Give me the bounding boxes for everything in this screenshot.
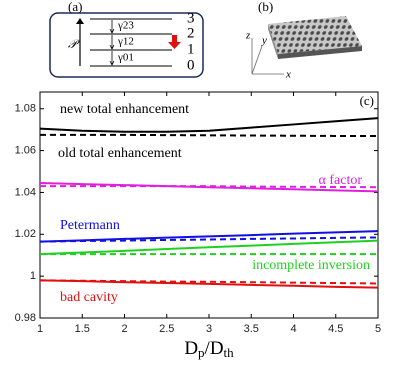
x-tick-label: 2 [121, 323, 127, 335]
y-tick-label: 1 [30, 270, 36, 282]
slab-top [268, 16, 362, 54]
decay-arrows [109, 20, 115, 66]
axis-letter: z [245, 30, 251, 42]
inset-b: (b) z y x [245, 0, 362, 81]
line [39, 182, 379, 193]
line [39, 239, 379, 256]
panel-label: (a) [68, 0, 82, 14]
x-axis-label-part: /D [205, 338, 224, 359]
rate-label: γ23 [117, 20, 134, 32]
inset-a: (a) 𝒫 γ23 γ12 γ01 3 2 1 0 [49, 0, 204, 78]
x-axis-label-part: p [198, 345, 205, 360]
inset-frame [49, 12, 204, 78]
y-tick-label: 1.02 [15, 228, 36, 240]
rate-label: γ12 [117, 36, 134, 48]
line [39, 117, 379, 133]
x-tick-label: 1.5 [75, 323, 90, 335]
dashed-line [40, 133, 378, 137]
y-tick-label: 1.04 [15, 186, 36, 198]
dashed-line [40, 185, 379, 189]
x-tick-label: 5 [375, 323, 381, 335]
x-axis-label-part: D [184, 338, 198, 359]
x-tick-label: 4 [290, 323, 296, 335]
level-label: 0 [187, 57, 195, 73]
series-label: old total enhancement [58, 146, 182, 161]
x-tick-label: 4.5 [328, 323, 343, 335]
plot-area [39, 91, 379, 319]
x-tick-label: 1 [37, 323, 43, 335]
panel-label: (c) [360, 93, 374, 108]
series-label: new total enhancement [60, 102, 189, 117]
arrowhead [168, 42, 181, 49]
lasing-arrow [172, 35, 177, 42]
axis-letter: x [285, 69, 291, 81]
axes-icon [251, 38, 284, 75]
x-axis-label: Dp/Dth [184, 338, 234, 360]
y-tick-label: 1.06 [15, 144, 36, 156]
dashed-line [39, 236, 379, 243]
axis-letter: y [261, 35, 267, 47]
line [39, 230, 379, 243]
slab-edge [278, 46, 362, 59]
rate-label: γ01 [117, 52, 134, 64]
slab-edge [268, 24, 278, 59]
x-tick-label: 3.5 [244, 323, 259, 335]
y-tick-label: 0.98 [15, 312, 36, 324]
y-tick-label: 1.08 [15, 103, 36, 115]
series-label: α factor [319, 173, 363, 188]
level-label: 2 [187, 25, 195, 41]
panel-label: (b) [258, 0, 273, 14]
series-label: bad cavity [60, 290, 118, 305]
dashed-line [39, 279, 379, 285]
series-label: Petermann [60, 218, 120, 233]
arrowhead [76, 18, 84, 24]
series-label: incomplete inversion [252, 258, 370, 273]
level-label: 3 [187, 10, 195, 26]
line [39, 279, 379, 289]
x-tick-label: 2.5 [159, 323, 174, 335]
x-tick-label: 3 [206, 323, 212, 335]
x-axis-label-part: th [224, 345, 235, 360]
level-label: 1 [187, 41, 195, 57]
